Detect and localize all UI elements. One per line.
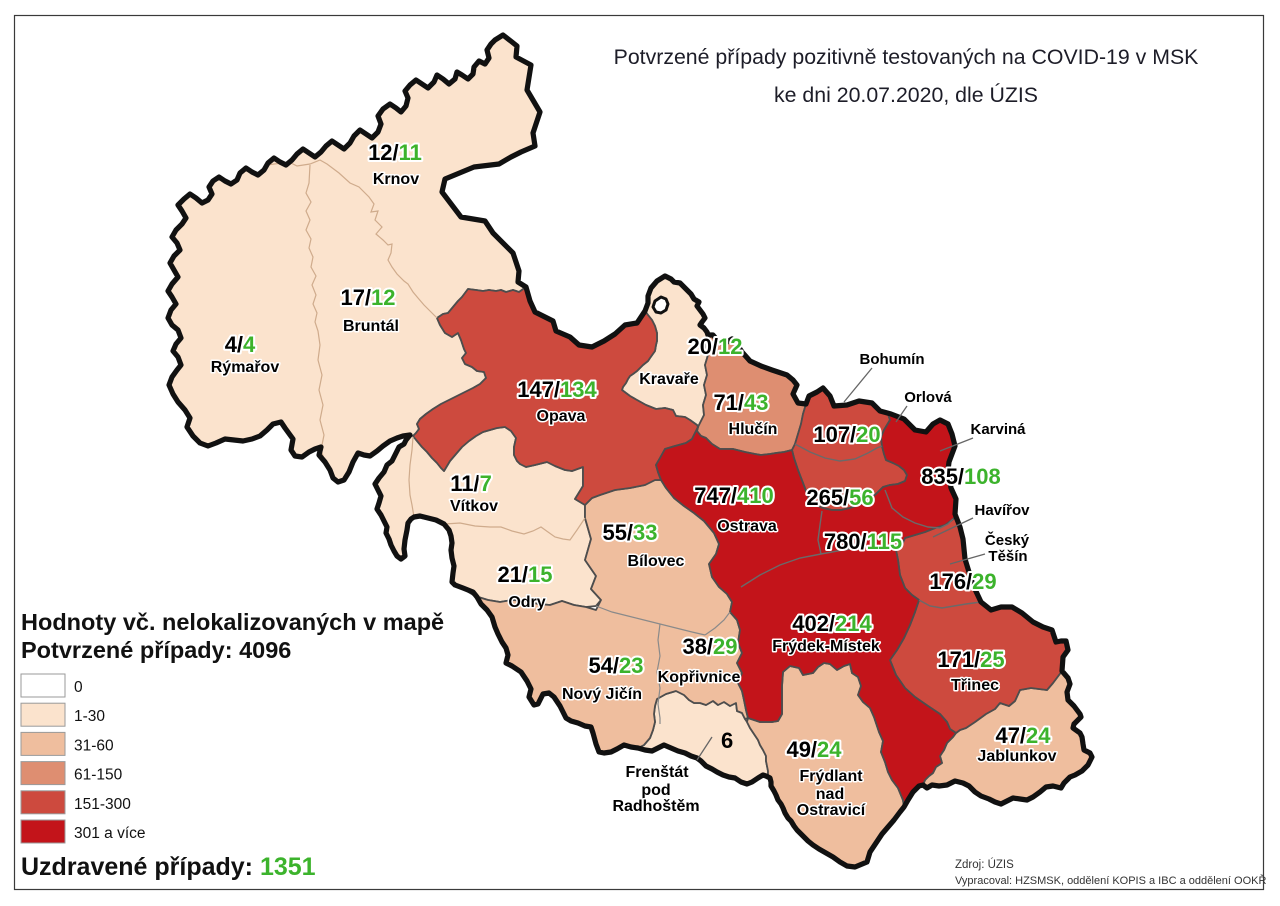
svg-text:21/15: 21/15 xyxy=(497,562,552,587)
svg-text:176/29: 176/29 xyxy=(929,569,996,594)
svg-text:Frýdlant: Frýdlant xyxy=(799,768,863,785)
svg-text:Potvrzené případy pozitivně te: Potvrzené případy pozitivně testovaných … xyxy=(614,45,1199,69)
svg-text:265/56: 265/56 xyxy=(806,485,873,510)
svg-text:4/4: 4/4 xyxy=(225,332,256,357)
svg-text:Jablunkov: Jablunkov xyxy=(977,748,1056,765)
svg-text:Havířov: Havířov xyxy=(974,502,1030,519)
svg-text:61-150: 61-150 xyxy=(74,767,123,784)
svg-text:Vítkov: Vítkov xyxy=(450,498,498,515)
svg-text:0: 0 xyxy=(74,679,83,696)
svg-text:Opava: Opava xyxy=(537,408,586,425)
svg-text:Uzdravené případy: 1351: Uzdravené případy: 1351 xyxy=(21,853,316,881)
svg-text:Kravaře: Kravaře xyxy=(639,371,699,388)
svg-text:Kopřivnice: Kopřivnice xyxy=(658,669,741,686)
svg-text:49/24: 49/24 xyxy=(786,737,842,762)
svg-text:Krnov: Krnov xyxy=(373,171,419,188)
svg-text:Třinec: Třinec xyxy=(951,677,999,694)
svg-text:Český: Český xyxy=(985,531,1030,549)
svg-text:38/29: 38/29 xyxy=(682,634,737,659)
svg-text:835/108: 835/108 xyxy=(921,464,1001,489)
svg-text:780/115: 780/115 xyxy=(824,529,902,554)
svg-text:Bílovec: Bílovec xyxy=(628,553,685,570)
svg-text:Radhoštěm: Radhoštěm xyxy=(612,798,699,815)
svg-text:nad: nad xyxy=(816,786,844,803)
svg-text:Bruntál: Bruntál xyxy=(343,318,399,335)
svg-text:pod: pod xyxy=(641,782,670,799)
svg-text:12/11: 12/11 xyxy=(368,140,422,165)
svg-text:151-300: 151-300 xyxy=(74,796,131,813)
svg-text:11/7: 11/7 xyxy=(450,471,492,496)
svg-text:Orlová: Orlová xyxy=(904,389,952,406)
svg-text:Nový Jičín: Nový Jičín xyxy=(562,686,642,703)
svg-text:Frenštát: Frenštát xyxy=(625,764,689,781)
svg-text:Ostravicí: Ostravicí xyxy=(797,802,866,819)
svg-text:1-30: 1-30 xyxy=(74,708,105,725)
svg-text:Potvrzené případy: 4096: Potvrzené případy: 4096 xyxy=(21,637,291,663)
svg-text:Frýdek-Místek: Frýdek-Místek xyxy=(772,638,880,655)
svg-text:Těšín: Těšín xyxy=(988,548,1027,565)
svg-text:Ostrava: Ostrava xyxy=(717,518,777,535)
svg-text:301 a více: 301 a více xyxy=(74,825,146,842)
svg-text:6: 6 xyxy=(721,728,733,753)
svg-text:107/20: 107/20 xyxy=(813,422,880,447)
svg-text:Karviná: Karviná xyxy=(970,421,1026,438)
svg-text:Vypracoval: HZSMSK, oddělení K: Vypracoval: HZSMSK, oddělení KOPIS a IBC… xyxy=(955,874,1266,887)
svg-text:17/12: 17/12 xyxy=(340,285,395,310)
svg-text:Hodnoty vč. nelokalizovaných v: Hodnoty vč. nelokalizovaných v mapě xyxy=(21,609,444,635)
svg-text:Odry: Odry xyxy=(508,594,545,611)
svg-text:747/410: 747/410 xyxy=(694,483,774,508)
svg-text:71/43: 71/43 xyxy=(713,390,768,415)
svg-text:Zdroj: ÚZIS: Zdroj: ÚZIS xyxy=(955,858,1014,871)
svg-text:402/214: 402/214 xyxy=(792,611,872,636)
svg-text:20/12: 20/12 xyxy=(687,334,742,359)
svg-text:147/134: 147/134 xyxy=(517,377,597,402)
svg-text:55/33: 55/33 xyxy=(602,520,657,545)
svg-text:171/25: 171/25 xyxy=(937,647,1004,672)
svg-text:Hlučín: Hlučín xyxy=(729,421,778,438)
svg-text:Rýmařov: Rýmařov xyxy=(211,359,280,376)
svg-text:47/24: 47/24 xyxy=(995,723,1051,748)
svg-text:Bohumín: Bohumín xyxy=(860,351,925,368)
svg-text:ke dni 20.07.2020, dle ÚZIS: ke dni 20.07.2020, dle ÚZIS xyxy=(774,82,1038,107)
svg-text:31-60: 31-60 xyxy=(74,737,114,754)
svg-text:54/23: 54/23 xyxy=(588,653,643,678)
